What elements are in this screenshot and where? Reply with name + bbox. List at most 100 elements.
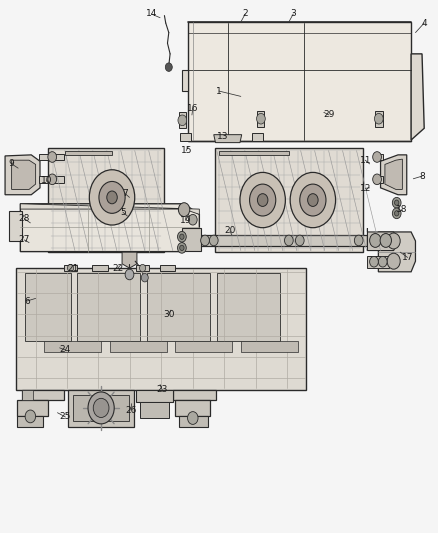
Circle shape bbox=[387, 253, 400, 269]
Polygon shape bbox=[374, 176, 383, 182]
Polygon shape bbox=[110, 341, 166, 352]
Circle shape bbox=[395, 211, 399, 216]
Polygon shape bbox=[367, 228, 398, 251]
Circle shape bbox=[180, 245, 184, 251]
Polygon shape bbox=[12, 160, 35, 189]
Circle shape bbox=[373, 174, 381, 184]
Circle shape bbox=[88, 392, 114, 424]
Circle shape bbox=[125, 269, 134, 280]
Polygon shape bbox=[199, 235, 367, 246]
Polygon shape bbox=[10, 211, 21, 241]
Text: 11: 11 bbox=[360, 156, 371, 165]
Polygon shape bbox=[5, 155, 40, 195]
Polygon shape bbox=[175, 341, 232, 352]
Circle shape bbox=[395, 200, 399, 205]
Polygon shape bbox=[411, 54, 424, 140]
Circle shape bbox=[373, 152, 381, 163]
Polygon shape bbox=[215, 149, 363, 252]
Polygon shape bbox=[20, 204, 199, 214]
Circle shape bbox=[165, 63, 172, 71]
Circle shape bbox=[307, 193, 318, 206]
Text: 5: 5 bbox=[120, 208, 126, 217]
Circle shape bbox=[180, 234, 184, 239]
Text: 20: 20 bbox=[224, 227, 236, 236]
Polygon shape bbox=[17, 416, 43, 427]
Circle shape bbox=[370, 233, 381, 247]
Text: 13: 13 bbox=[217, 132, 228, 141]
Circle shape bbox=[295, 235, 304, 246]
Text: 7: 7 bbox=[122, 189, 128, 198]
Text: 1: 1 bbox=[216, 86, 222, 95]
Circle shape bbox=[67, 264, 74, 272]
Circle shape bbox=[380, 233, 392, 247]
Circle shape bbox=[177, 243, 186, 253]
Circle shape bbox=[93, 398, 109, 417]
Polygon shape bbox=[175, 400, 210, 416]
Polygon shape bbox=[17, 400, 48, 416]
Circle shape bbox=[201, 235, 209, 246]
Text: 23: 23 bbox=[156, 385, 168, 394]
Text: 15: 15 bbox=[180, 146, 192, 155]
Circle shape bbox=[258, 193, 268, 206]
Text: 28: 28 bbox=[18, 214, 30, 223]
Polygon shape bbox=[21, 390, 64, 400]
Circle shape bbox=[177, 231, 186, 242]
Polygon shape bbox=[241, 341, 297, 352]
Polygon shape bbox=[39, 176, 64, 182]
Polygon shape bbox=[147, 273, 210, 341]
Polygon shape bbox=[378, 232, 416, 272]
Polygon shape bbox=[39, 154, 64, 160]
Circle shape bbox=[374, 114, 383, 124]
Polygon shape bbox=[64, 265, 77, 271]
Polygon shape bbox=[217, 273, 280, 341]
Circle shape bbox=[392, 197, 401, 208]
Text: 14: 14 bbox=[146, 10, 157, 19]
Text: 21: 21 bbox=[67, 264, 78, 272]
Polygon shape bbox=[179, 112, 186, 128]
Polygon shape bbox=[65, 151, 112, 155]
Circle shape bbox=[141, 273, 148, 282]
Text: 22: 22 bbox=[112, 264, 124, 272]
Polygon shape bbox=[92, 265, 108, 271]
Circle shape bbox=[354, 235, 363, 246]
Text: 17: 17 bbox=[402, 253, 413, 262]
Polygon shape bbox=[257, 111, 265, 127]
Circle shape bbox=[290, 172, 336, 228]
Polygon shape bbox=[20, 204, 199, 252]
Polygon shape bbox=[214, 135, 242, 143]
Polygon shape bbox=[136, 265, 149, 271]
Text: 24: 24 bbox=[60, 345, 71, 354]
Polygon shape bbox=[44, 341, 101, 352]
Polygon shape bbox=[141, 402, 169, 418]
Circle shape bbox=[140, 264, 146, 272]
Circle shape bbox=[285, 235, 293, 246]
Polygon shape bbox=[182, 228, 201, 251]
Text: 10: 10 bbox=[41, 176, 52, 185]
Polygon shape bbox=[136, 390, 173, 402]
Polygon shape bbox=[219, 151, 289, 155]
Polygon shape bbox=[160, 265, 175, 271]
Text: 2: 2 bbox=[242, 10, 248, 19]
Circle shape bbox=[378, 256, 387, 267]
Polygon shape bbox=[385, 159, 403, 189]
Polygon shape bbox=[374, 154, 383, 160]
Circle shape bbox=[25, 410, 35, 423]
Text: 19: 19 bbox=[180, 216, 191, 225]
Circle shape bbox=[250, 184, 276, 216]
Polygon shape bbox=[375, 111, 383, 127]
Text: 26: 26 bbox=[125, 406, 137, 415]
Polygon shape bbox=[367, 256, 389, 268]
Circle shape bbox=[107, 191, 117, 204]
Circle shape bbox=[48, 152, 57, 163]
Circle shape bbox=[178, 115, 187, 126]
Polygon shape bbox=[381, 155, 407, 195]
Circle shape bbox=[99, 181, 125, 213]
Circle shape bbox=[300, 184, 326, 216]
Polygon shape bbox=[188, 22, 411, 141]
Text: 12: 12 bbox=[360, 184, 371, 193]
Polygon shape bbox=[180, 133, 191, 141]
Polygon shape bbox=[122, 252, 137, 268]
Polygon shape bbox=[173, 390, 215, 400]
Polygon shape bbox=[25, 273, 71, 341]
Circle shape bbox=[187, 411, 198, 424]
